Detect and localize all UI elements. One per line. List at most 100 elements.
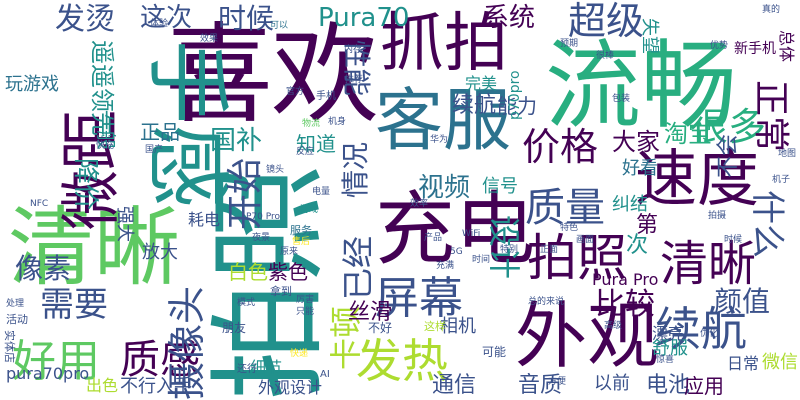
word-xijie: 细节 (250, 358, 283, 377)
word-qingxi-2: 清晰 (660, 236, 757, 292)
word-small: 体验 (150, 19, 169, 29)
word-small: 模式 (237, 298, 256, 308)
word-haokan: 好看 (622, 158, 658, 179)
word-small: 实体店 (3, 330, 16, 363)
word-bijiao: 比较 (595, 287, 655, 322)
word-xiangji: 相机 (440, 316, 476, 337)
word-baise: 白色 (228, 260, 268, 284)
word-p70pro-small: P70 Pro (246, 212, 281, 222)
word-small: 厉害 (296, 295, 315, 305)
word-small: 推荐 (345, 75, 364, 85)
word-small: 画面 (576, 235, 595, 245)
word-yiqian: 以前 (594, 373, 630, 394)
word-yingyong: 应用 (684, 374, 724, 398)
word-small: 还行 (237, 364, 257, 375)
word-small: 华为 (430, 135, 449, 145)
word-small: WiFi (462, 229, 481, 239)
word-small: 电量 (312, 187, 331, 197)
word-small: 高级 (604, 321, 623, 331)
word-weixin: 微信 (762, 352, 798, 373)
word-xuyao: 需要 (40, 285, 108, 325)
word-yanzhi: 颜值 (714, 285, 771, 318)
word-small: 游戏 (300, 205, 319, 215)
word-xuhang-2: 续航 (452, 93, 497, 118)
word-small: 效果 (200, 34, 219, 44)
word-small: 这样 (424, 320, 446, 333)
word-small: 效率 (410, 199, 429, 209)
word-zhiliang: 质量 (525, 185, 605, 231)
word-haoyong: 好用 (12, 336, 100, 387)
word-xiangsu: 像素 (15, 252, 72, 285)
word-sudu: 速度 (635, 142, 760, 215)
word-small: 内存 (344, 45, 363, 55)
word-small: 拿到 (270, 285, 292, 298)
word-small: 物流 (302, 119, 321, 129)
word-xinhao: 信号 (482, 176, 518, 197)
word-small: 国产 (145, 145, 164, 155)
word-small: 拍摄 (708, 211, 727, 221)
word-chongdian: 充电 (375, 183, 535, 276)
word-small: 夜景 (252, 233, 271, 243)
word-nengli: 能力 (497, 94, 537, 118)
word-qingkuang: 情况 (339, 141, 372, 198)
word-small: 时间 (472, 255, 491, 265)
word-buxingru: 不行入手 (120, 376, 192, 397)
word-dajia: 大家 (612, 128, 660, 156)
word-small: 服务 (290, 224, 312, 237)
word-jiage: 价格 (522, 125, 599, 169)
word-small: 快充 (96, 141, 115, 151)
word-guobu: 国补 (210, 126, 263, 156)
word-xinshouji: 新手机 (734, 41, 776, 57)
word-small: 很棒 (596, 51, 615, 61)
word-paizhao-2: 拍照 (527, 229, 627, 287)
word-small: 充满 (436, 261, 455, 271)
word-zhengpin: 正品 (140, 120, 180, 144)
word-pura70pro: pura70pro (6, 364, 90, 383)
word-small: 5G (450, 247, 463, 257)
word-qiangda: 强大 (114, 206, 135, 242)
word-small: NFC (30, 199, 49, 209)
word-di: 第 (636, 213, 659, 238)
word-chaoji: 超级 (568, 0, 645, 43)
word-ci: 次 (626, 233, 649, 258)
word-fangda: 放大 (142, 242, 178, 263)
word-piaoliang: 漂亮 (652, 324, 685, 343)
word-small: 优势 (710, 41, 729, 51)
word-small: 机身 (328, 117, 347, 127)
word-small: 方便 (548, 377, 567, 387)
word-zhuapai: 抓拍 (380, 7, 508, 81)
word-small: 只能 (296, 307, 315, 317)
word-small: 预期 (560, 39, 579, 49)
word-dianchi: 电池 (646, 373, 691, 398)
word-haodian: 耗电 (188, 210, 221, 229)
word-small: 总的来说 (528, 297, 565, 307)
word-jiangjia: 降价 (70, 158, 100, 211)
word-shihou: 时候 (218, 2, 275, 35)
word-small: 不好 (368, 321, 393, 335)
word-pingmu: 屏幕 (375, 273, 463, 324)
word-small: 快递 (290, 349, 309, 359)
word-shipin: 视频 (418, 173, 471, 203)
word-small: 手机 (316, 91, 336, 102)
word-shushi: 舒服 (652, 338, 688, 359)
word-kefu: 客服 (375, 82, 512, 161)
word-xuhang-big: 续航 (655, 302, 747, 356)
word-pura70: Pura70 (318, 3, 410, 33)
word-small: 活动 (6, 313, 28, 326)
word-small: 正面 (540, 245, 559, 255)
word-small: 机子 (772, 175, 791, 185)
word-small: 产品 (424, 233, 443, 243)
word-small: AI (320, 369, 330, 380)
word-small: 官方 (286, 87, 305, 97)
word-yijing: 已经 (339, 235, 377, 300)
word-small: 反应 (296, 147, 315, 157)
word-zhidao: 知道 (296, 132, 336, 156)
word-small: 地图 (778, 149, 797, 159)
word-tongxin: 通信 (432, 373, 477, 398)
word-zhengchang: 正常 (750, 80, 791, 153)
word-small: 特别 (500, 245, 519, 255)
word-purapro: Pura Pro (592, 270, 659, 289)
word-small: 可以 (270, 21, 289, 31)
word-small: 可能 (482, 345, 507, 359)
